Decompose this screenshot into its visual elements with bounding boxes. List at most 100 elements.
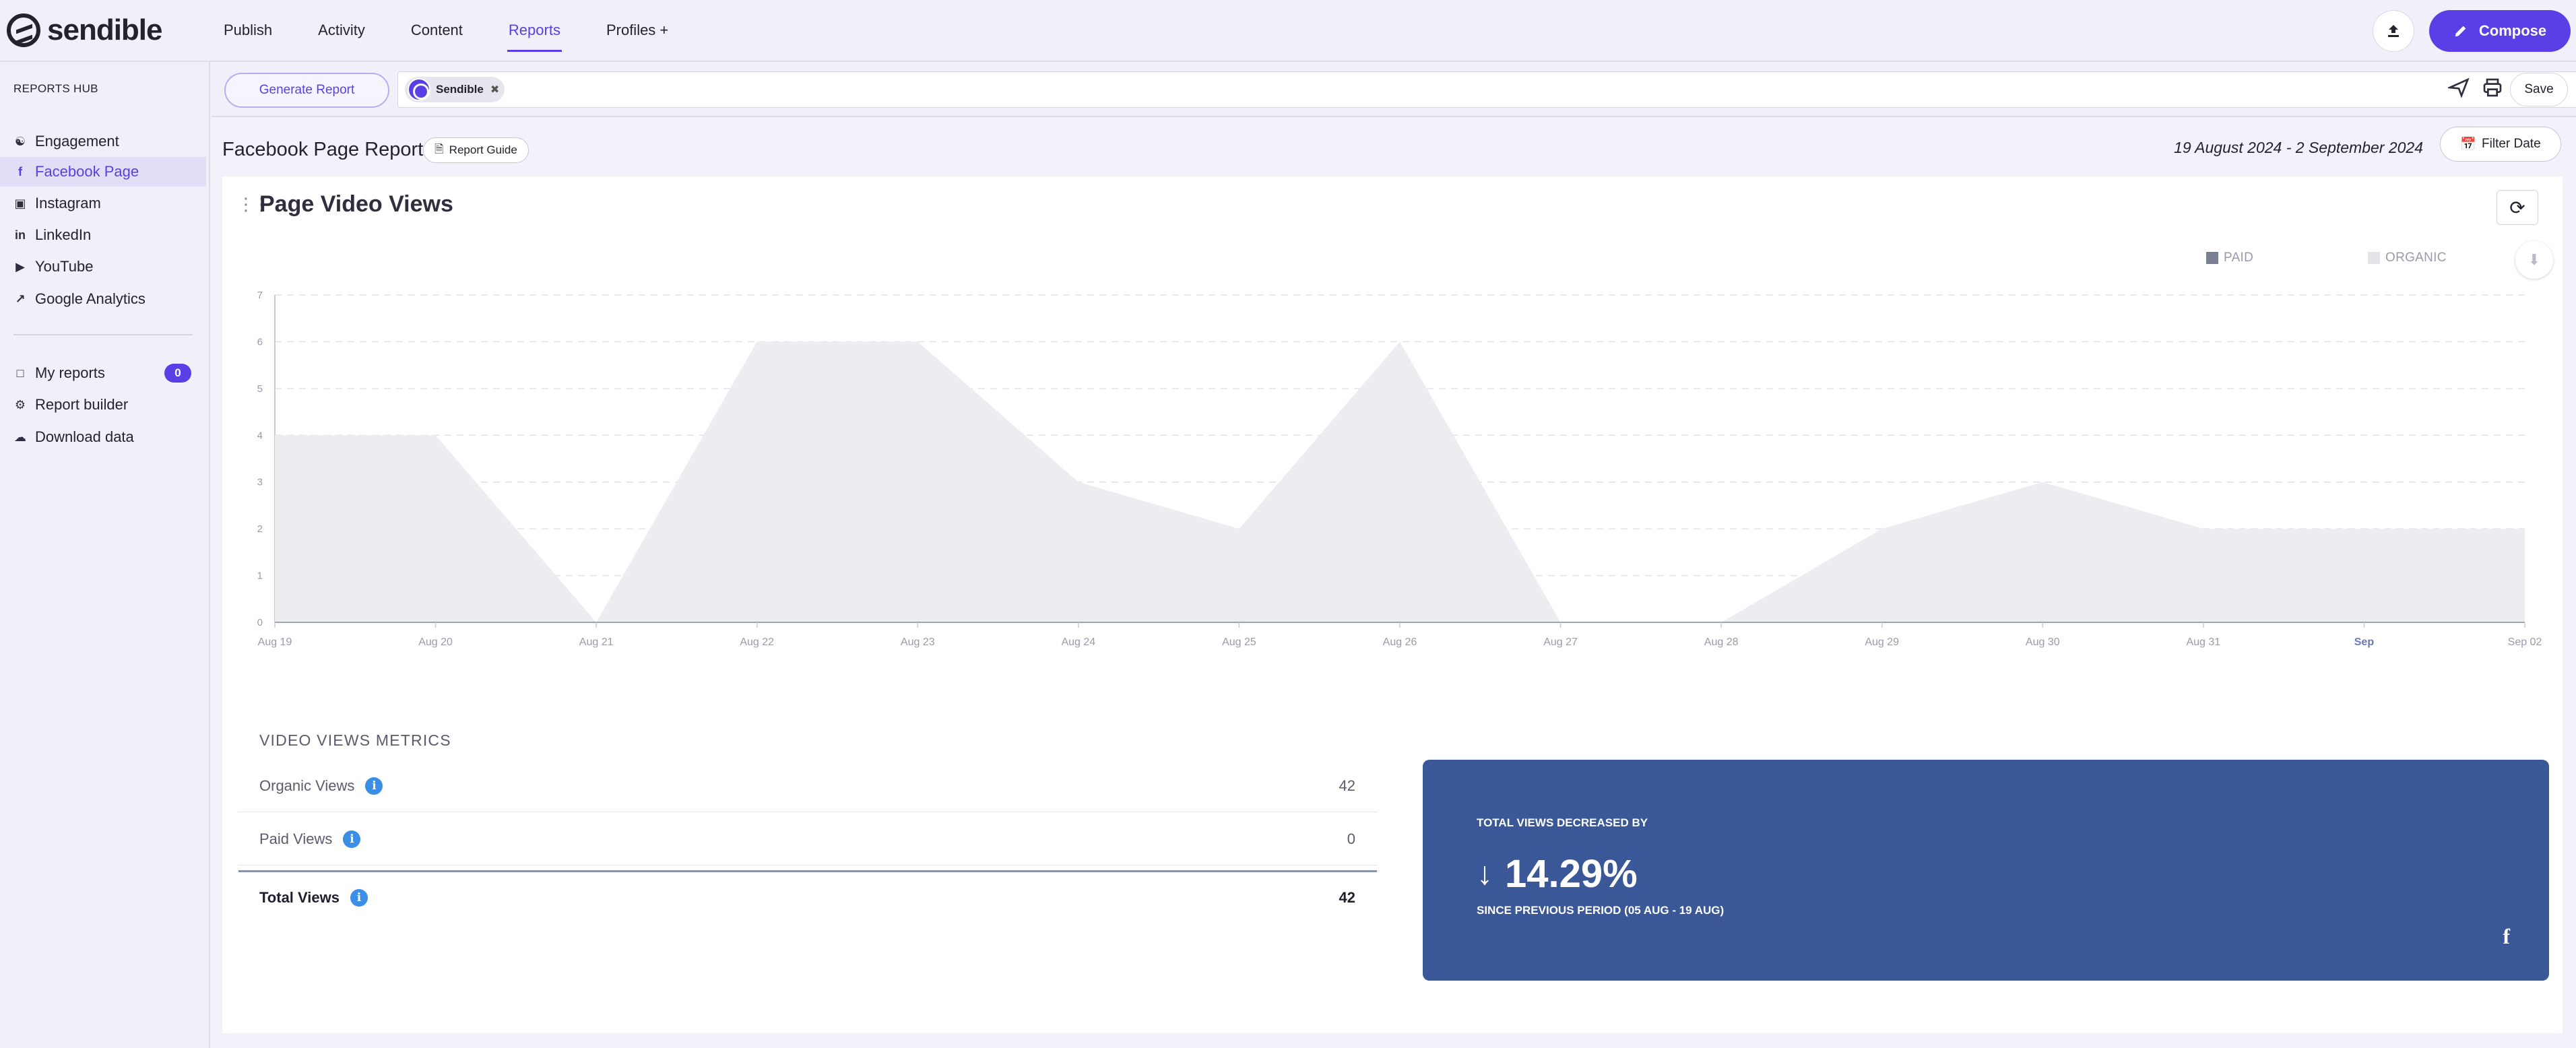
sidebar-item-linkedin[interactable]: in LinkedIn xyxy=(0,220,206,250)
sidebar-item-google-analytics[interactable]: ↗ Google Analytics xyxy=(0,284,206,314)
download-icon: ⬇ xyxy=(2527,251,2541,268)
legend-organic[interactable]: ORGANIC xyxy=(2368,251,2447,265)
engagement-icon: ☯ xyxy=(14,134,26,148)
filter-date-label: Filter Date xyxy=(2482,137,2541,151)
report-guide-button[interactable]: 🗎 Report Guide xyxy=(423,137,529,163)
nav-activity[interactable]: Activity xyxy=(318,22,365,38)
nav-content[interactable]: Content xyxy=(410,22,463,38)
legend-label: PAID xyxy=(2224,251,2254,265)
top-bar: sendible Publish Activity Content Report… xyxy=(0,0,2576,62)
filter-date-button[interactable]: 📅 Filter Date xyxy=(2440,127,2561,162)
profile-chip[interactable]: Sendible ✖ xyxy=(405,77,505,102)
x-tick-label: Aug 19 xyxy=(258,636,292,648)
y-tick-label: 0 xyxy=(257,617,263,628)
report-date-range: 19 August 2024 - 2 September 2024 xyxy=(2174,139,2423,156)
legend-swatch xyxy=(2368,252,2380,264)
metric-row-paid: Paid Views i 0 xyxy=(238,813,1377,865)
sidebar-item-my-reports[interactable]: □ My reports 0 xyxy=(0,358,206,388)
sendible-logo-icon xyxy=(7,13,40,47)
legend-paid[interactable]: PAID xyxy=(2206,251,2253,265)
sidebar-item-download-data[interactable]: ☁ Download data xyxy=(0,422,206,452)
legend-swatch xyxy=(2206,252,2218,264)
metric-row-organic: Organic Views i 42 xyxy=(238,760,1377,812)
nav-profiles[interactable]: Profiles + xyxy=(606,22,669,38)
video-views-panel: ⋮⋮ Page Video Views ⟳ PAID ORGANIC ⬇ 0 1 2… xyxy=(222,176,2563,1033)
metric-value: 42 xyxy=(1339,888,1355,906)
send-icon[interactable] xyxy=(2446,77,2470,103)
nav-reports[interactable]: Reports xyxy=(507,0,562,61)
sidebar-item-label: Report builder xyxy=(35,396,129,413)
upload-button[interactable] xyxy=(2373,10,2414,52)
sidebar-item-engagement[interactable]: ☯ Engagement xyxy=(0,127,206,156)
logo[interactable]: sendible xyxy=(7,13,209,47)
sidebar-item-report-builder[interactable]: ⚙ Report builder xyxy=(0,390,206,420)
drag-handle-icon[interactable]: ⋮⋮ xyxy=(237,194,270,214)
sidebar-item-label: Engagement xyxy=(35,133,119,150)
metric-value: 0 xyxy=(1347,830,1355,847)
wrench-icon: ⚙ xyxy=(14,397,26,412)
x-tick-label: Sep 02 xyxy=(2508,636,2542,648)
metrics-title: VIDEO VIEWS METRICS xyxy=(259,731,451,749)
refresh-button[interactable]: ⟳ xyxy=(2497,190,2538,225)
x-tick-label: Aug 28 xyxy=(1704,636,1739,648)
x-tick-label: Aug 21 xyxy=(579,636,614,648)
x-tick-label: Aug 24 xyxy=(1061,636,1095,648)
info-icon[interactable]: i xyxy=(350,888,368,907)
sidebar-item-label: Google Analytics xyxy=(35,290,146,307)
stat-value-wrap: ↓ 14.29% xyxy=(1477,851,1638,896)
report-guide-label: Report Guide xyxy=(449,143,517,156)
panel-title: Page Video Views xyxy=(259,191,453,217)
x-tick-label: Sep xyxy=(2354,636,2375,648)
my-reports-count-badge: 0 xyxy=(164,364,191,383)
logo-text: sendible xyxy=(47,13,162,46)
sidebar-item-facebook-page[interactable]: f Facebook Page xyxy=(0,157,206,187)
analytics-icon: ↗ xyxy=(15,292,26,306)
refresh-icon: ⟳ xyxy=(2509,197,2525,218)
pencil-icon xyxy=(2455,26,2466,37)
facebook-icon: f xyxy=(18,164,22,178)
metric-label: Total Views xyxy=(259,888,340,906)
document-icon: 🗎 xyxy=(434,142,444,156)
linkedin-icon: in xyxy=(15,228,26,242)
legend-label: ORGANIC xyxy=(2385,251,2447,265)
profile-selector-input[interactable]: Sendible ✖ ✖ xyxy=(397,71,2576,108)
metric-value: 42 xyxy=(1339,777,1355,794)
sidebar-item-instagram[interactable]: ▣ Instagram xyxy=(0,189,206,218)
stat-value: 14.29% xyxy=(1505,852,1638,896)
y-tick-label: 1 xyxy=(257,570,263,582)
compose-button[interactable]: Compose xyxy=(2429,10,2571,52)
y-tick-label: 5 xyxy=(257,383,263,395)
calendar-icon: 📅 xyxy=(2460,137,2477,152)
generate-report-button[interactable]: Generate Report xyxy=(224,73,389,108)
x-tick-label: Aug 27 xyxy=(1543,636,1578,648)
sidebar-divider xyxy=(13,334,193,335)
stat-subtitle: SINCE PREVIOUS PERIOD (05 AUG - 19 AUG) xyxy=(1477,904,1725,917)
upload-icon xyxy=(2388,25,2399,37)
sidebar-item-label: My reports xyxy=(35,364,105,381)
y-tick-label: 6 xyxy=(257,336,263,348)
x-tick-label: Aug 29 xyxy=(1865,636,1899,648)
sidebar-item-label: LinkedIn xyxy=(35,226,92,243)
reports-hub-title: REPORTS HUB xyxy=(13,82,98,95)
info-icon[interactable]: i xyxy=(365,777,383,795)
metric-label: Paid Views xyxy=(259,830,333,847)
remove-chip-icon[interactable]: ✖ xyxy=(490,84,500,96)
report-title: Facebook Page Report xyxy=(222,139,424,160)
info-icon[interactable]: i xyxy=(343,830,361,848)
save-button[interactable]: Save xyxy=(2510,73,2568,106)
metric-label: Organic Views xyxy=(259,777,355,794)
chart-download-button[interactable]: ⬇ xyxy=(2515,241,2553,279)
sidebar-item-label: Facebook Page xyxy=(35,163,139,180)
profile-chip-label: Sendible xyxy=(436,83,484,96)
youtube-icon: ▶ xyxy=(15,259,25,273)
print-icon[interactable] xyxy=(2482,77,2503,103)
sidebar-item-youtube[interactable]: ▶ YouTube xyxy=(0,252,206,282)
x-tick-label: Aug 31 xyxy=(2186,636,2220,648)
compose-label: Compose xyxy=(2478,22,2547,39)
top-actions: Compose xyxy=(2373,10,2571,52)
nav-publish[interactable]: Publish xyxy=(224,22,273,38)
sidebar-item-label: Instagram xyxy=(35,195,101,211)
x-tick-label: Aug 22 xyxy=(740,636,774,648)
total-views-change-card: TOTAL VIEWS DECREASED BY ↓ 14.29% SINCE … xyxy=(1423,760,2549,981)
y-tick-label: 3 xyxy=(257,477,263,488)
